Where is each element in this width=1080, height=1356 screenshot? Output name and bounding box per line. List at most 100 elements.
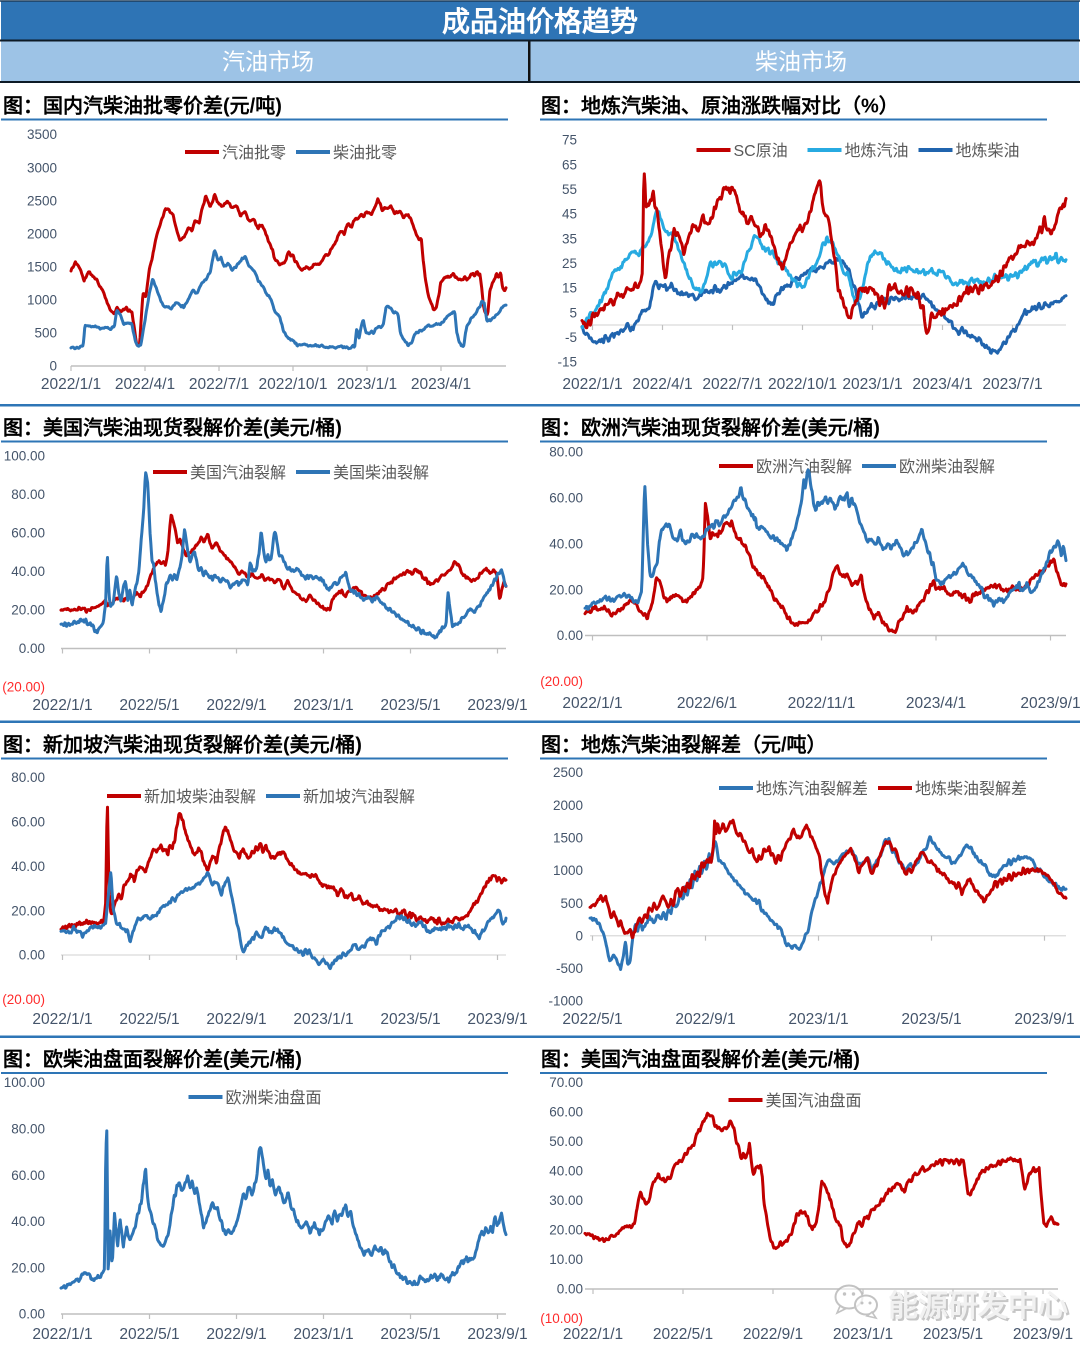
svg-text:2023/1/1: 2023/1/1: [833, 1326, 893, 1343]
svg-text:25: 25: [562, 256, 577, 271]
svg-text:2023/1/1: 2023/1/1: [788, 1011, 848, 1028]
svg-text:20.00: 20.00: [549, 582, 583, 597]
svg-text:2000: 2000: [553, 798, 583, 813]
svg-text:60.00: 60.00: [549, 491, 583, 506]
svg-text:2023/4/1: 2023/4/1: [912, 376, 972, 393]
svg-text:2022/5/1: 2022/5/1: [653, 1326, 713, 1343]
svg-text:2022/9/1: 2022/9/1: [206, 1326, 266, 1343]
svg-text:2022/5/1: 2022/5/1: [119, 697, 179, 714]
svg-text:地炼柴油裂解差: 地炼柴油裂解差: [915, 780, 1027, 798]
svg-text:2500: 2500: [27, 193, 57, 208]
svg-text:2022/10/1: 2022/10/1: [768, 376, 837, 393]
svg-text:40.00: 40.00: [549, 1164, 583, 1179]
svg-text:70.00: 70.00: [549, 1075, 583, 1090]
svg-text:(20.00): (20.00): [2, 680, 45, 695]
svg-text:2023/9/1: 2023/9/1: [467, 1011, 527, 1028]
svg-text:0.00: 0.00: [19, 948, 45, 963]
svg-text:2023/1/1: 2023/1/1: [842, 376, 902, 393]
svg-text:-1000: -1000: [548, 994, 583, 1009]
svg-text:80.00: 80.00: [11, 487, 45, 502]
svg-text:2023/9/1: 2023/9/1: [1014, 1011, 1074, 1028]
svg-text:2023/9/1: 2023/9/1: [467, 697, 527, 714]
svg-text:500: 500: [34, 326, 57, 341]
svg-text:-15: -15: [557, 355, 577, 370]
svg-text:美国汽油盘面: 美国汽油盘面: [766, 1091, 862, 1110]
svg-text:2023/1/1: 2023/1/1: [337, 376, 397, 393]
svg-text:地炼柴油: 地炼柴油: [956, 142, 1020, 160]
svg-text:(20.00): (20.00): [540, 674, 583, 689]
svg-text:汽油批零: 汽油批零: [222, 144, 286, 162]
svg-text:1500: 1500: [27, 260, 57, 275]
svg-text:2022/1/1: 2022/1/1: [562, 376, 622, 393]
svg-text:成品油价格趋势: 成品油价格趋势: [442, 6, 638, 37]
svg-text:0: 0: [575, 928, 583, 943]
svg-text:0.00: 0.00: [19, 641, 45, 656]
svg-text:新加坡柴油裂解: 新加坡柴油裂解: [144, 788, 256, 806]
svg-text:图：地炼汽柴油、原油涨跌幅对比（%）: 图：地炼汽柴油、原油涨跌幅对比（%）: [541, 94, 899, 118]
svg-text:2022/7/1: 2022/7/1: [189, 376, 249, 393]
svg-text:2022/6/1: 2022/6/1: [677, 695, 737, 712]
svg-text:2022/5/1: 2022/5/1: [119, 1326, 179, 1343]
svg-text:55: 55: [562, 182, 577, 197]
svg-text:20.00: 20.00: [11, 903, 45, 918]
svg-text:能源研发中心: 能源研发中心: [890, 1292, 1070, 1325]
svg-text:45: 45: [562, 207, 577, 222]
svg-text:1500: 1500: [553, 831, 583, 846]
svg-text:2022/4/1: 2022/4/1: [632, 376, 692, 393]
svg-text:2022/9/1: 2022/9/1: [206, 1011, 266, 1028]
svg-text:80.00: 80.00: [11, 770, 45, 785]
svg-text:2022/10/1: 2022/10/1: [259, 376, 328, 393]
svg-text:20.00: 20.00: [11, 603, 45, 618]
svg-text:柴油批零: 柴油批零: [333, 144, 397, 162]
svg-text:30.00: 30.00: [549, 1193, 583, 1208]
svg-text:美国汽油裂解: 美国汽油裂解: [190, 464, 286, 482]
svg-text:500: 500: [560, 896, 583, 911]
svg-text:2023/5/1: 2023/5/1: [380, 697, 440, 714]
svg-text:2022/9/1: 2022/9/1: [743, 1326, 803, 1343]
svg-text:2022/9/1: 2022/9/1: [206, 697, 266, 714]
svg-text:100.00: 100.00: [4, 449, 45, 464]
svg-text:(20.00): (20.00): [2, 992, 45, 1007]
svg-text:2022/1/1: 2022/1/1: [563, 1326, 623, 1343]
svg-text:60.00: 60.00: [11, 526, 45, 541]
svg-text:60.00: 60.00: [549, 1105, 583, 1120]
svg-text:地炼汽油裂解差: 地炼汽油裂解差: [756, 780, 868, 798]
svg-text:图：欧洲汽柴油现货裂解价差(美元/桶): 图：欧洲汽柴油现货裂解价差(美元/桶): [541, 416, 880, 440]
svg-text:美国柴油裂解: 美国柴油裂解: [333, 464, 429, 482]
svg-text:2022/11/1: 2022/11/1: [788, 695, 856, 712]
svg-text:2023/5/1: 2023/5/1: [923, 1326, 983, 1343]
svg-text:3000: 3000: [27, 160, 57, 175]
svg-text:2023/9/1: 2023/9/1: [467, 1326, 527, 1343]
svg-text:2022/5/1: 2022/5/1: [119, 1011, 179, 1028]
svg-text:50.00: 50.00: [549, 1134, 583, 1149]
svg-text:欧洲汽油裂解: 欧洲汽油裂解: [756, 458, 852, 476]
svg-text:75: 75: [562, 133, 577, 148]
svg-text:2022/1/1: 2022/1/1: [32, 697, 92, 714]
svg-text:2023/5/1: 2023/5/1: [901, 1011, 961, 1028]
svg-text:5: 5: [569, 305, 577, 320]
svg-text:汽油市场: 汽油市场: [222, 49, 314, 75]
svg-text:35: 35: [562, 231, 577, 246]
svg-text:100.00: 100.00: [4, 1075, 45, 1090]
svg-text:40.00: 40.00: [11, 859, 45, 874]
svg-text:图：国内汽柴油批零价差(元/吨): 图：国内汽柴油批零价差(元/吨): [3, 94, 282, 118]
svg-text:2023/1/1: 2023/1/1: [293, 697, 353, 714]
svg-text:2023/4/1: 2023/4/1: [411, 376, 471, 393]
svg-text:60.00: 60.00: [11, 1168, 45, 1183]
svg-text:60.00: 60.00: [11, 815, 45, 830]
svg-text:2022/1/1: 2022/1/1: [41, 376, 101, 393]
svg-text:(10.00): (10.00): [540, 1311, 583, 1326]
svg-text:2022/4/1: 2022/4/1: [115, 376, 175, 393]
svg-text:2023/9/1: 2023/9/1: [1020, 695, 1080, 712]
svg-text:40.00: 40.00: [549, 536, 583, 551]
svg-text:1000: 1000: [27, 293, 57, 308]
svg-text:欧洲柴油盘面: 欧洲柴油盘面: [226, 1088, 322, 1107]
svg-text:2022/1/1: 2022/1/1: [32, 1011, 92, 1028]
svg-text:2023/7/1: 2023/7/1: [982, 376, 1042, 393]
svg-text:SC原油: SC原油: [734, 142, 788, 160]
svg-text:40.00: 40.00: [11, 564, 45, 579]
svg-text:2022/7/1: 2022/7/1: [702, 376, 762, 393]
svg-text:2023/4/1: 2023/4/1: [906, 695, 966, 712]
svg-text:0.00: 0.00: [557, 628, 583, 643]
svg-text:新加坡汽油裂解: 新加坡汽油裂解: [303, 788, 415, 806]
